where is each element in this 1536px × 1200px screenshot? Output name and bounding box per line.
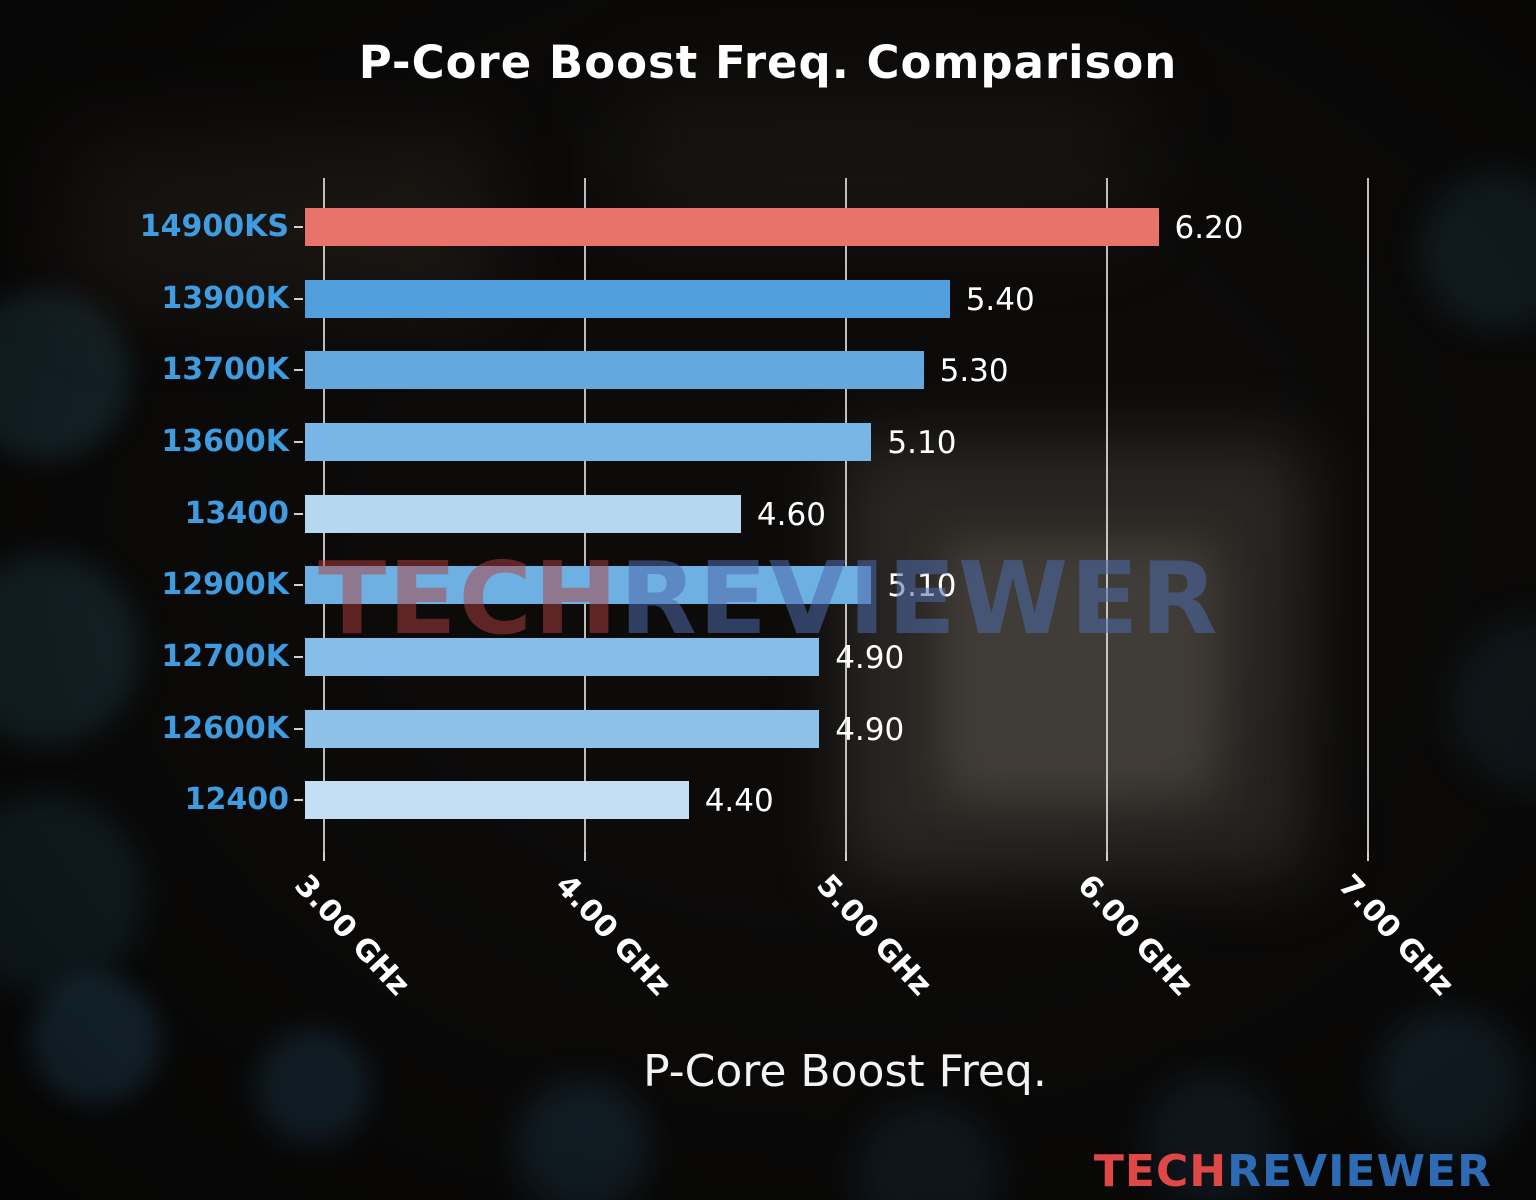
- bar-row: 13400 4.60: [185, 494, 1490, 533]
- value-label: 6.20: [1174, 210, 1244, 246]
- bar-13600k: [305, 422, 872, 461]
- brand-logo: TECHREVIEWER: [1094, 1146, 1492, 1197]
- category-label: 12900K: [161, 567, 289, 603]
- bar-13700k: [305, 351, 924, 390]
- bar-row: 13900K 5.40: [161, 279, 1490, 318]
- plot-area: 3.00 GHz 4.00 GHz 5.00 GHz 6.00 GHz 7.00 GHz…: [140, 178, 1490, 1003]
- chart-title: P-Core Boost Freq. Comparison: [358, 36, 1178, 89]
- bar-row: 13700K 5.30: [161, 351, 1490, 390]
- x-axis-tick: [1106, 852, 1109, 861]
- y-axis-tick: [294, 297, 303, 300]
- y-axis-tick: [294, 655, 303, 658]
- bar-13900k: [305, 279, 950, 318]
- bar-row: 12400 4.40: [185, 781, 1490, 820]
- x-axis-tick: [323, 852, 326, 861]
- y-axis-tick: [294, 584, 303, 587]
- watermark-tech: TECH: [318, 540, 620, 657]
- brand-logo-reviewer: REVIEWER: [1227, 1146, 1492, 1197]
- bar-row: 14900KS 6.20: [140, 208, 1490, 246]
- category-label: 13600K: [161, 423, 289, 459]
- x-axis-tick: [1367, 852, 1370, 861]
- y-axis-tick: [294, 727, 303, 730]
- value-label: 4.40: [704, 783, 774, 820]
- x-axis-tick: [845, 852, 848, 861]
- gridline: [1106, 178, 1109, 852]
- brand-logo-tech: TECH: [1093, 1146, 1228, 1197]
- category-label: 13900K: [161, 280, 289, 316]
- y-axis-tick: [294, 369, 303, 372]
- bar-14900ks: [305, 208, 1159, 246]
- bar-row: 12600K 4.90: [161, 709, 1490, 748]
- category-label: 12700K: [161, 638, 289, 674]
- category-label: 13400: [184, 495, 289, 531]
- x-axis-label: P-Core Boost Freq.: [643, 1046, 1047, 1097]
- category-label: 13700K: [161, 352, 289, 388]
- value-label: 4.90: [835, 639, 905, 676]
- category-label: 14900KS: [139, 209, 289, 244]
- gridline: [845, 178, 848, 852]
- value-label: 5.30: [939, 353, 1009, 390]
- y-axis-tick: [294, 512, 303, 515]
- value-label: 5.10: [887, 568, 957, 605]
- watermark-reviewer: REVIEWER: [619, 540, 1220, 657]
- bar-13400: [305, 494, 741, 533]
- bar-row: 13600K 5.10: [161, 422, 1490, 461]
- value-label: 4.60: [756, 496, 826, 533]
- bar-row: 12700K 4.90: [161, 637, 1490, 676]
- bar-12600k: [305, 709, 820, 748]
- category-label: 12400: [184, 782, 289, 818]
- bar-12700k: [305, 637, 820, 676]
- category-label: 12600K: [161, 710, 289, 746]
- value-label: 5.40: [965, 281, 1035, 318]
- bar-row: 12900K 5.10: [161, 566, 1490, 605]
- x-axis-tick: [584, 852, 587, 861]
- gridline: [1367, 178, 1370, 852]
- y-axis-tick: [294, 226, 303, 228]
- value-label: 5.10: [887, 424, 957, 461]
- y-axis-tick: [294, 440, 303, 443]
- watermark: TECHREVIEWER: [318, 540, 1219, 657]
- bar-12400: [305, 781, 689, 820]
- bar-12900k: [305, 566, 872, 605]
- y-axis-tick: [294, 799, 303, 802]
- value-label: 4.90: [835, 711, 905, 748]
